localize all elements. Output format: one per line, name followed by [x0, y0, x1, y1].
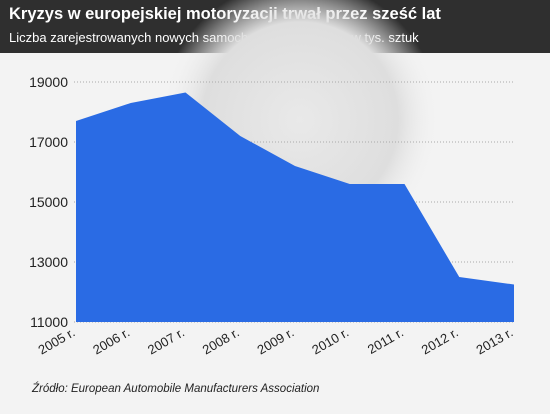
x-tick-label: 2011 r.	[365, 325, 406, 357]
x-tick-label: 2012 r.	[419, 325, 461, 358]
y-tick-label: 15000	[29, 194, 68, 210]
x-tick-label: 2010 r.	[309, 325, 351, 358]
x-tick-label: 2013 r.	[474, 325, 516, 358]
x-tick-label: 2009 r.	[255, 325, 297, 358]
x-tick-label: 2007 r.	[145, 325, 187, 358]
y-tick-label: 19000	[29, 74, 68, 90]
y-tick-label: 17000	[29, 134, 68, 150]
y-tick-label: 13000	[29, 254, 68, 270]
source-note: Źródło: European Automobile Manufacturer…	[32, 383, 320, 395]
y-tick-label: 11000	[30, 314, 68, 330]
x-tick-label: 2008 r.	[200, 325, 242, 358]
x-tick-label: 2006 r.	[90, 325, 132, 358]
area-series	[76, 92, 514, 322]
